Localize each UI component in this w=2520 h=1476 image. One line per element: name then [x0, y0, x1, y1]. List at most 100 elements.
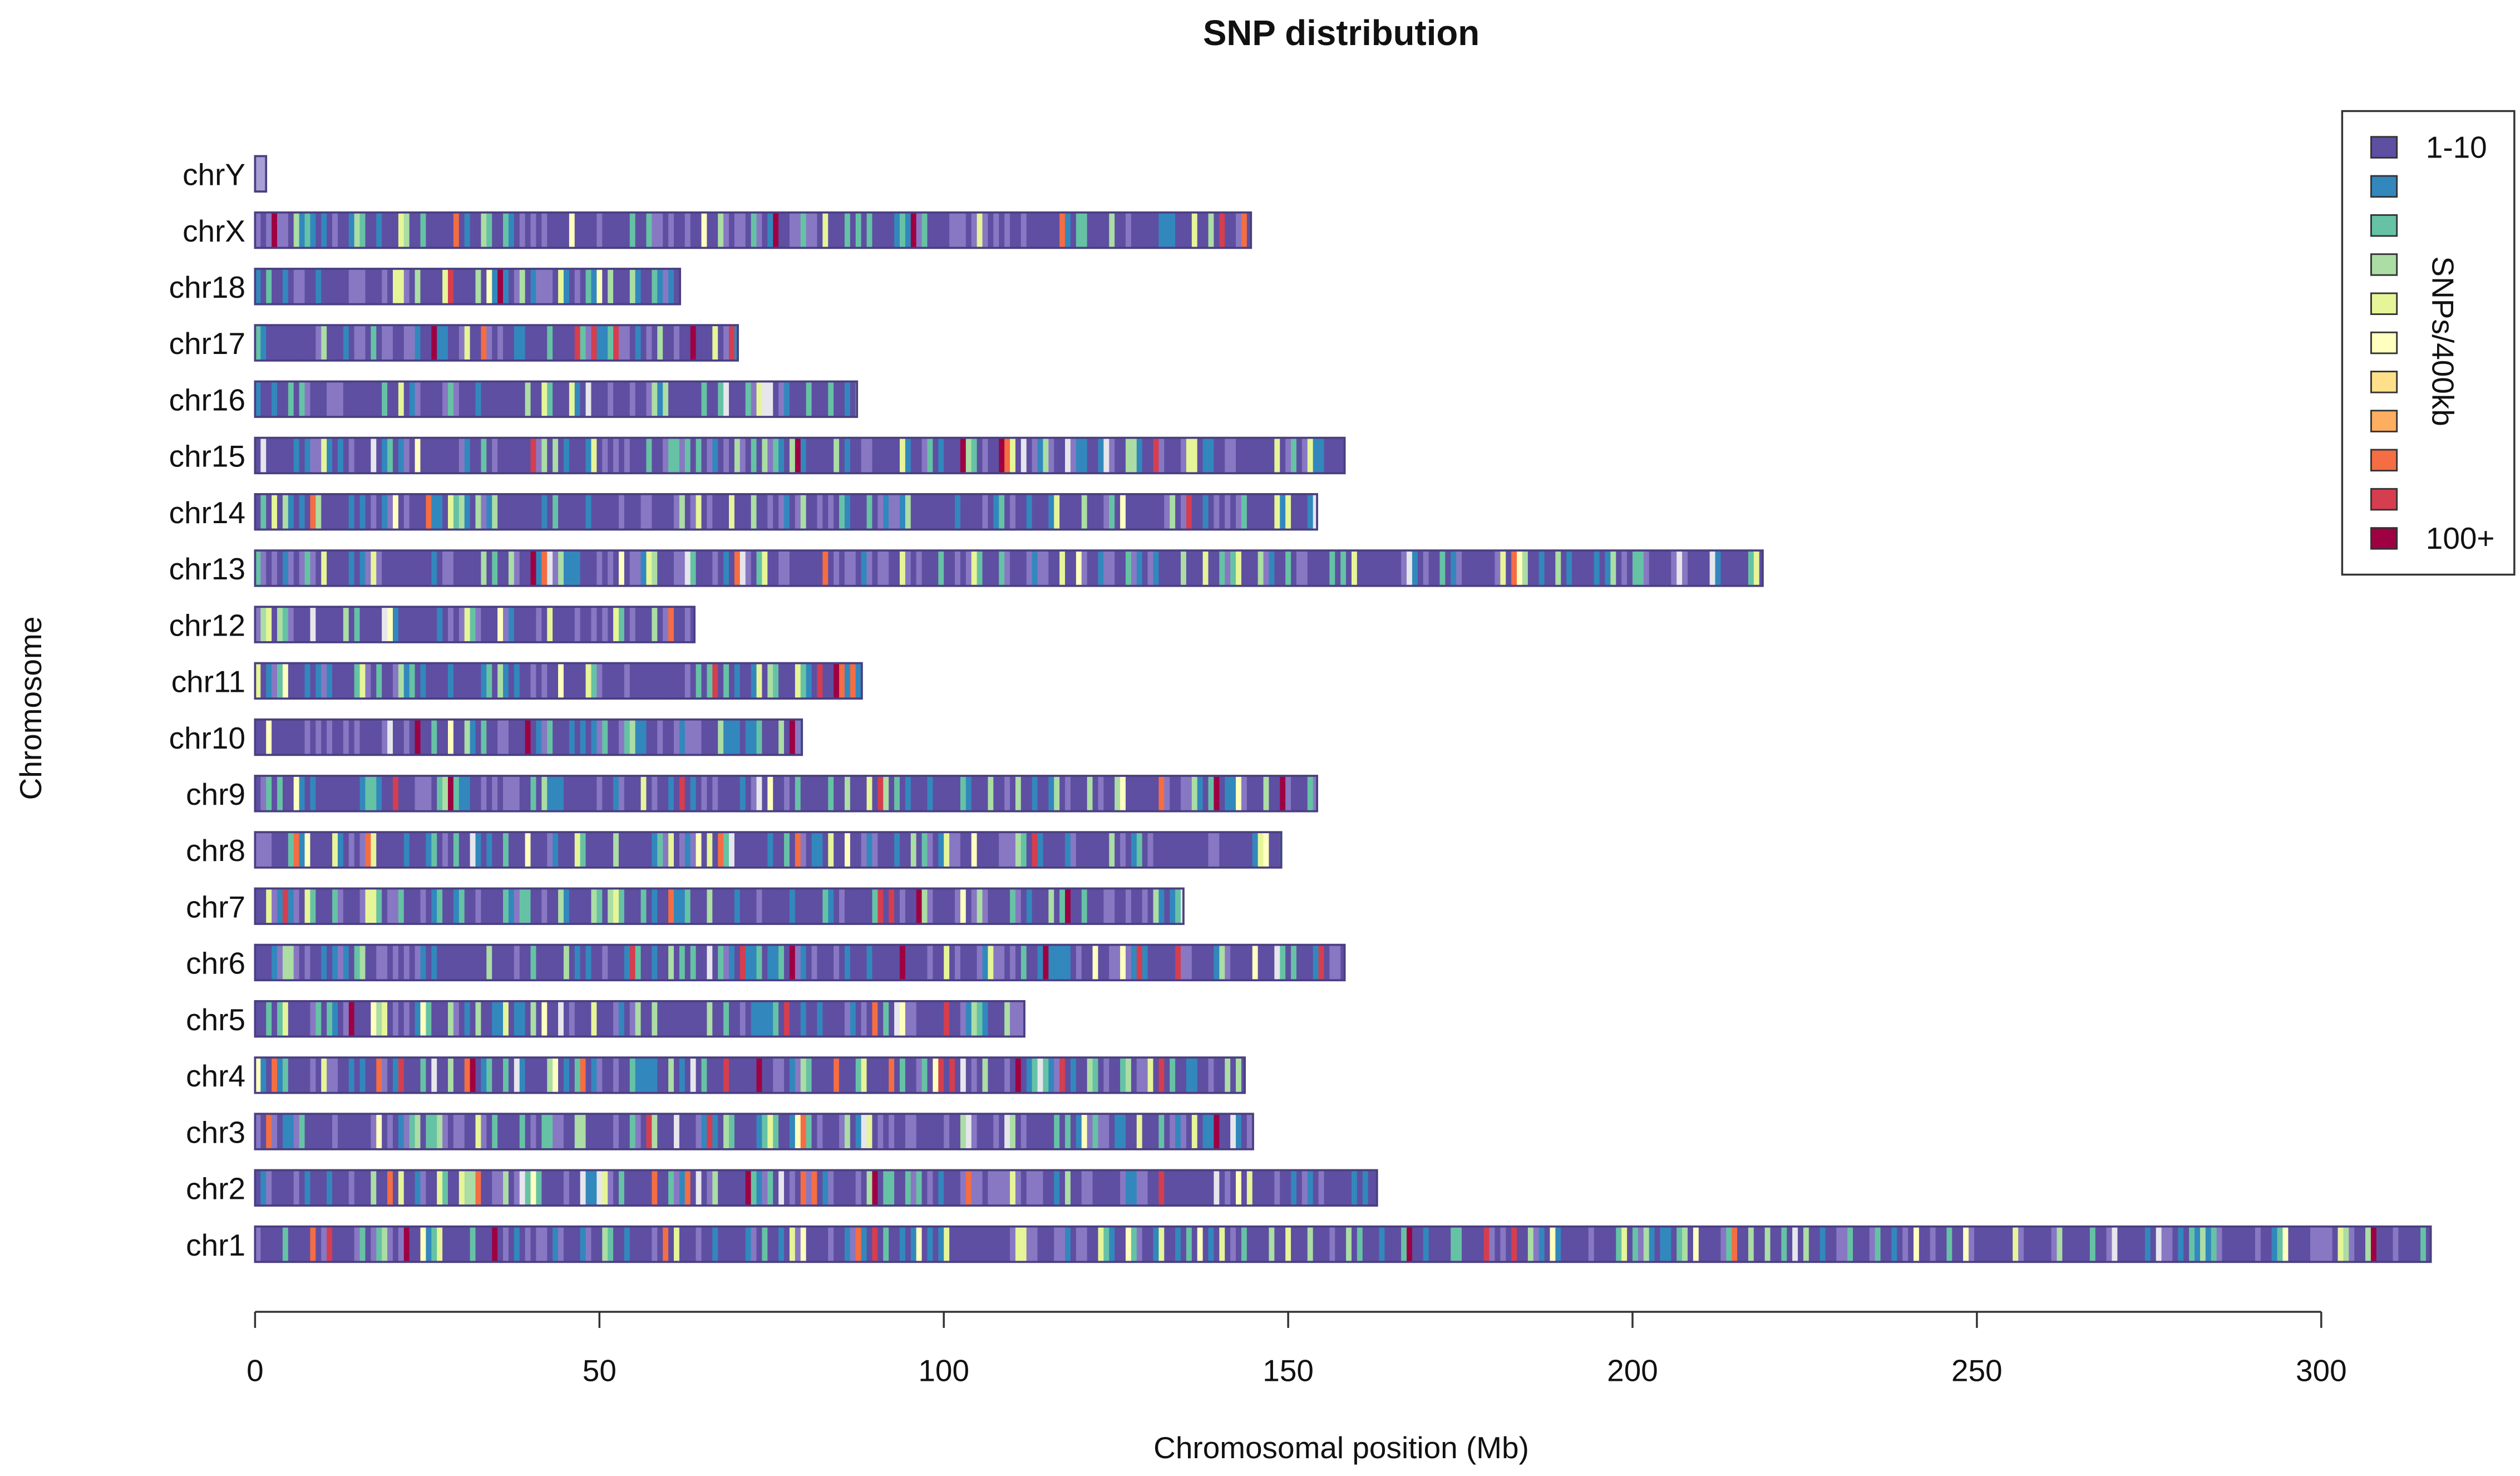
snp-bin	[260, 1057, 267, 1093]
snp-bin	[503, 494, 509, 530]
snp-bin	[596, 212, 603, 248]
chromosome-row-chrY: chrY	[183, 155, 268, 193]
snp-bin	[977, 888, 983, 924]
snp-bin	[403, 944, 410, 981]
snp-bin	[1048, 1226, 1055, 1262]
snp-bin	[1208, 1170, 1215, 1206]
snp-bin	[1301, 944, 1308, 981]
snp-bin	[426, 888, 432, 924]
snp-bin	[558, 832, 564, 868]
snp-bin	[1054, 437, 1061, 474]
snp-bin	[2404, 1226, 2410, 1262]
snp-bin	[834, 494, 840, 530]
snp-bin	[1269, 775, 1275, 811]
snp-bin	[315, 1057, 322, 1093]
snp-bin	[993, 1114, 1000, 1149]
snp-bin	[773, 944, 780, 981]
snp-bin	[541, 494, 548, 530]
snp-bin	[382, 1057, 388, 1093]
snp-bin	[1230, 550, 1236, 586]
snp-bin	[927, 1057, 934, 1093]
snp-bin	[773, 832, 780, 868]
snp-bin	[359, 494, 366, 530]
snp-bin	[536, 832, 543, 868]
snp-bin	[850, 1226, 856, 1262]
snp-bin	[1836, 1226, 1843, 1262]
snp-bin	[1214, 494, 1220, 530]
snp-bin	[382, 775, 388, 811]
snp-bin	[624, 1226, 630, 1262]
snp-bin	[1153, 775, 1160, 811]
chromosome-outline	[254, 887, 1185, 925]
snp-bin	[486, 550, 493, 586]
snp-bin	[1428, 1226, 1435, 1262]
snp-bin	[1181, 1226, 1187, 1262]
snp-bin	[337, 775, 344, 811]
snp-bin	[255, 1001, 262, 1037]
snp-bin	[255, 550, 262, 586]
snp-bin	[2178, 1226, 2184, 1262]
snp-bin	[409, 1001, 416, 1037]
snp-bin	[839, 888, 845, 924]
snp-bin	[663, 1057, 669, 1093]
snp-bin	[2216, 1226, 2223, 1262]
snp-bin	[282, 719, 289, 755]
snp-bin	[260, 719, 267, 755]
snp-bin	[844, 663, 851, 699]
snp-bin	[1175, 888, 1181, 924]
snp-bin	[354, 1057, 361, 1093]
chromosome-outline	[254, 1113, 1254, 1150]
snp-bin	[596, 1226, 603, 1262]
snp-bin	[525, 437, 531, 474]
snp-bin	[1020, 1170, 1027, 1206]
snp-bin	[701, 550, 708, 586]
snp-bin	[536, 268, 543, 304]
snp-bin	[327, 437, 333, 474]
snp-bin	[1037, 775, 1044, 811]
snp-bin	[1109, 212, 1116, 248]
snp-bin	[1307, 550, 1314, 586]
snp-bin	[1280, 775, 1286, 811]
snp-bin	[866, 775, 873, 811]
snp-bin	[834, 775, 840, 811]
snp-bin	[739, 1001, 746, 1037]
snp-bin	[1202, 494, 1209, 530]
snp-bin	[1770, 1226, 1777, 1262]
snp-bin	[266, 212, 272, 248]
snp-bin	[1087, 1226, 1093, 1262]
snp-bin	[1335, 437, 1342, 474]
snp-bin	[525, 607, 531, 642]
snp-bin	[624, 381, 630, 417]
snp-bin	[767, 494, 774, 530]
snp-bin	[613, 550, 619, 586]
snp-bin	[1020, 437, 1027, 474]
snp-bin	[613, 775, 619, 811]
snp-bin	[470, 1057, 476, 1093]
snp-bin	[861, 775, 867, 811]
snp-bin	[767, 1057, 774, 1093]
snp-bin	[514, 550, 520, 586]
snp-bin	[409, 268, 416, 304]
snp-bin	[343, 494, 349, 530]
snp-bin	[563, 212, 570, 248]
snp-bin	[1285, 550, 1291, 586]
snp-bin	[486, 325, 493, 361]
snp-bin	[800, 775, 807, 811]
snp-bin	[629, 663, 636, 699]
snp-bin	[1202, 1057, 1209, 1093]
snp-bin	[492, 607, 498, 642]
snp-bin	[1555, 550, 1562, 586]
snp-bin	[608, 381, 614, 417]
snp-bin	[580, 1057, 586, 1093]
snp-bin	[398, 325, 405, 361]
snp-bin	[663, 944, 669, 981]
snp-bin	[541, 1001, 548, 1037]
snp-bin	[1208, 775, 1215, 811]
snp-bin	[834, 1057, 840, 1093]
snp-bin	[497, 1226, 504, 1262]
snp-bin	[574, 888, 581, 924]
snp-bin	[1087, 775, 1093, 811]
snp-bin	[1181, 832, 1187, 868]
snp-bin	[574, 719, 581, 755]
